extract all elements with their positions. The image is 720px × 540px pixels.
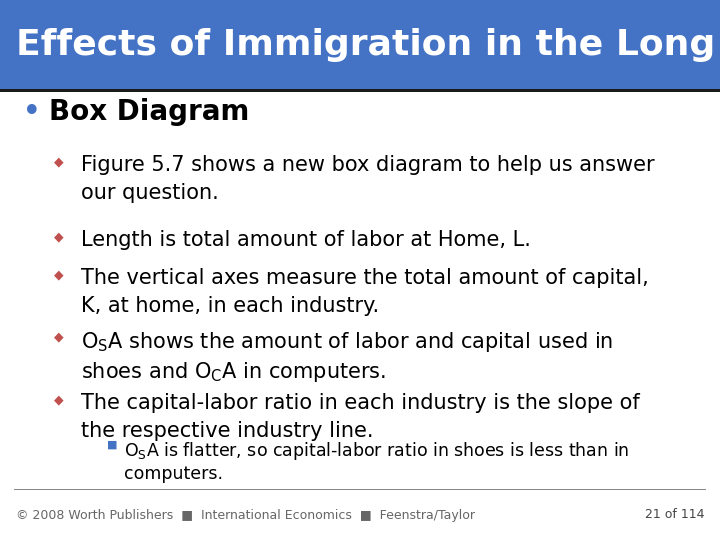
Text: ◆: ◆ — [54, 393, 63, 406]
Text: ■: ■ — [107, 440, 117, 450]
Text: Box Diagram: Box Diagram — [49, 98, 249, 126]
Text: ◆: ◆ — [54, 230, 63, 243]
Text: computers.: computers. — [124, 465, 223, 483]
Text: ◆: ◆ — [54, 268, 63, 281]
Text: 21 of 114: 21 of 114 — [644, 509, 704, 522]
Text: shoes and O$_\mathrm{C}$A in computers.: shoes and O$_\mathrm{C}$A in computers. — [81, 360, 386, 384]
Text: Figure 5.7 shows a new box diagram to help us answer
our question.: Figure 5.7 shows a new box diagram to he… — [81, 155, 654, 203]
Text: O$_\mathrm{S}$A is flatter, so capital-labor ratio in shoes is less than in: O$_\mathrm{S}$A is flatter, so capital-l… — [124, 440, 629, 462]
Text: © 2008 Worth Publishers  ■  International Economics  ■  Feenstra/Taylor: © 2008 Worth Publishers ■ International … — [16, 509, 475, 522]
Text: ◆: ◆ — [54, 155, 63, 168]
Text: Length is total amount of labor at Home, L.: Length is total amount of labor at Home,… — [81, 230, 531, 250]
Text: ◆: ◆ — [54, 330, 63, 343]
Text: •: • — [22, 96, 41, 129]
Text: The vertical axes measure the total amount of capital,
K, at home, in each indus: The vertical axes measure the total amou… — [81, 268, 649, 316]
Text: The capital-labor ratio in each industry is the slope of
the respective industry: The capital-labor ratio in each industry… — [81, 393, 639, 441]
Text: O$_\mathrm{S}$A shows the amount of labor and capital used in: O$_\mathrm{S}$A shows the amount of labo… — [81, 330, 613, 354]
Text: Effects of Immigration in the Long Run: Effects of Immigration in the Long Run — [16, 28, 720, 62]
